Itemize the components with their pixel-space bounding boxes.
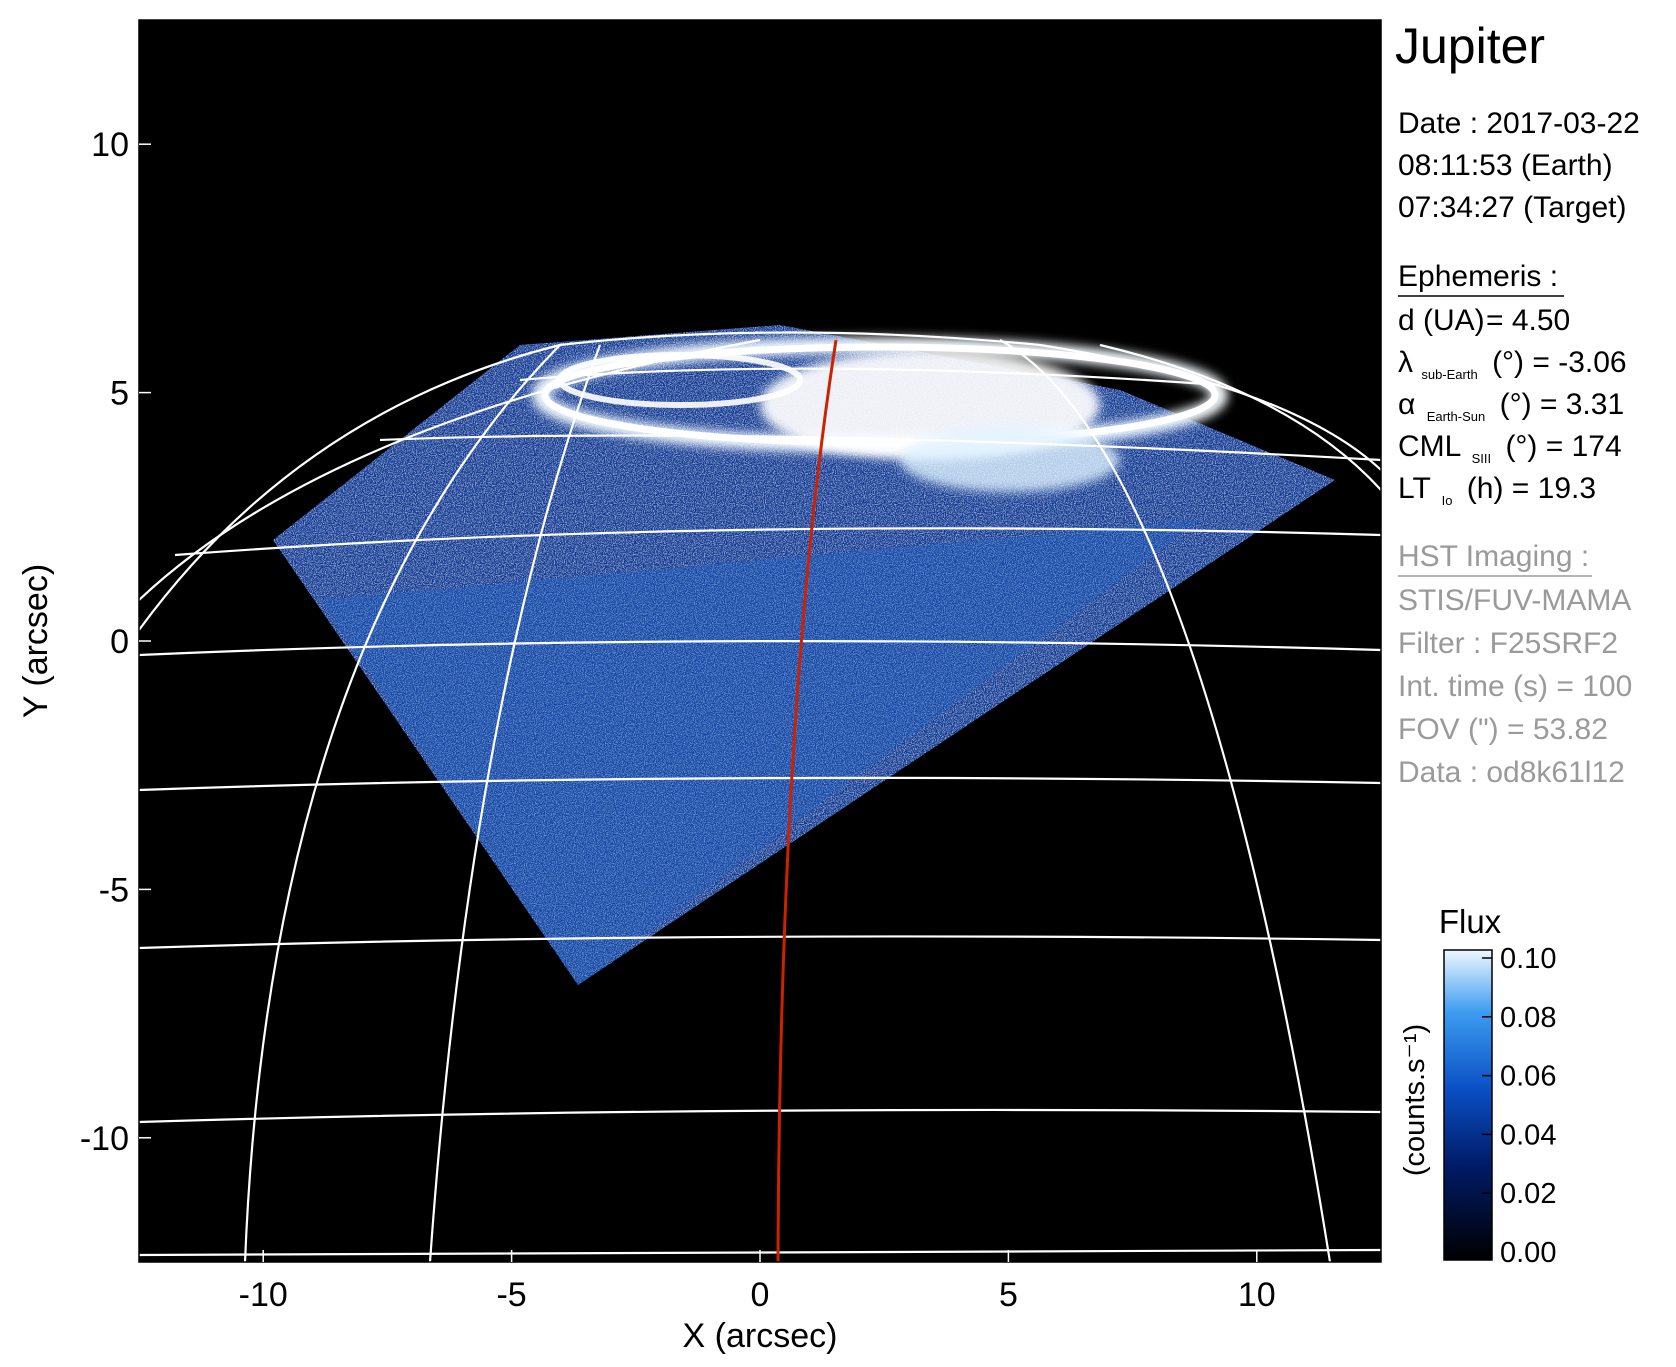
distance-value: = 4.50 xyxy=(1486,304,1570,337)
alpha-row: α Earth-Sun (°) = 3.31 xyxy=(1398,388,1624,428)
x-tick-label: 10 xyxy=(1238,1276,1276,1314)
data-id: Data : od8k61l12 xyxy=(1398,756,1625,789)
alpha-symbol: α xyxy=(1398,388,1415,421)
colorbar-tick-label: 0.08 xyxy=(1500,1002,1556,1034)
y-tick-label: 5 xyxy=(110,375,129,413)
central-meridian xyxy=(776,339,838,1262)
earth-time: 08:11:53 (Earth) xyxy=(1398,149,1613,182)
x-axis-ticks: -10 -5 0 5 10 xyxy=(239,1250,1276,1314)
distance-label: d (UA) xyxy=(1398,304,1485,337)
parallel-3 xyxy=(174,527,1381,557)
planet-grid xyxy=(139,331,1381,1262)
lambda-value: (°) = -3.06 xyxy=(1492,346,1627,379)
auroral-left-arc xyxy=(557,352,803,408)
parallel-4 xyxy=(139,640,1381,657)
footprint-lower-haze xyxy=(320,520,1200,985)
colorbar-tick-label: 0.10 xyxy=(1500,943,1556,975)
hst-heading: HST Imaging : xyxy=(1398,540,1589,573)
instrument: STIS/FUV-MAMA xyxy=(1398,584,1631,617)
cml-label: CML xyxy=(1398,430,1461,463)
meridian-2 xyxy=(243,344,561,1262)
parallel-5 xyxy=(139,776,1381,792)
lt-row: LT Io (h) = 19.3 xyxy=(1398,472,1596,512)
parallel-2 xyxy=(379,434,1381,462)
x-tick-label: -5 xyxy=(496,1276,526,1314)
limb xyxy=(139,331,1381,631)
cml-value: (°) = 174 xyxy=(1505,430,1621,463)
y-tick-label: 10 xyxy=(91,126,129,164)
meridian-3 xyxy=(428,344,602,1262)
meridian-5 xyxy=(1099,343,1381,491)
alpha-value: (°) = 3.31 xyxy=(1500,388,1625,421)
distance-row: d (UA) = 4.50 xyxy=(1398,304,1570,337)
lt-label: LT xyxy=(1398,472,1430,505)
colorbar-tick-label: 0.04 xyxy=(1500,1119,1556,1151)
y-tick-label: -5 xyxy=(99,871,129,909)
chart-title: Jupiter xyxy=(1395,18,1545,74)
cml-sub: SIII xyxy=(1472,451,1492,466)
target-time: 07:34:27 (Target) xyxy=(1398,191,1626,224)
fov: FOV (") = 53.82 xyxy=(1398,713,1608,746)
parallel-6 xyxy=(139,935,1381,950)
int-time: Int. time (s) = 100 xyxy=(1398,670,1632,703)
parallel-7 xyxy=(139,1108,1381,1124)
meridian-1 xyxy=(139,338,761,601)
date-line: Date : 2017-03-22 xyxy=(1398,107,1640,140)
lambda-row: λ sub-Earth (°) = -3.06 xyxy=(1398,346,1627,386)
ephemeris-heading: Ephemeris : xyxy=(1398,260,1558,293)
x-tick-label: -10 xyxy=(239,1276,288,1314)
lt-value: (h) = 19.3 xyxy=(1467,472,1596,505)
colorbar-label: (counts.s⁻¹) xyxy=(1399,1024,1431,1176)
meridian-4 xyxy=(999,339,1332,1262)
y-tick-label: 0 xyxy=(110,623,129,661)
cml-row: CML SIII (°) = 174 xyxy=(1398,430,1622,470)
lambda-sub: sub-Earth xyxy=(1421,367,1477,382)
colorbar xyxy=(1443,949,1493,1261)
x-tick-label: 5 xyxy=(999,1276,1018,1314)
y-tick-label: -10 xyxy=(80,1120,129,1158)
y-axis-ticks: -10 -5 0 5 10 xyxy=(80,126,151,1158)
alpha-sub: Earth-Sun xyxy=(1427,409,1486,424)
x-tick-label: 0 xyxy=(751,1276,770,1314)
x-axis-label: X (arcsec) xyxy=(683,1317,838,1355)
colorbar-tick-label: 0.06 xyxy=(1500,1061,1556,1093)
y-axis-label: Y (arcsec) xyxy=(17,564,55,718)
colorbar-tick-label: 0.00 xyxy=(1500,1237,1556,1269)
auroral-inner-patch xyxy=(900,428,1120,492)
lambda-symbol: λ xyxy=(1398,346,1413,379)
colorbar-title: Flux xyxy=(1439,903,1502,940)
colorbar-tick-label: 0.02 xyxy=(1500,1178,1556,1210)
observation-footprint xyxy=(273,325,1335,985)
colorbar-ticks: 0.10 0.08 0.06 0.04 0.02 0.00 xyxy=(1482,943,1556,1269)
filter: Filter : F25SRF2 xyxy=(1398,627,1618,660)
lt-sub: Io xyxy=(1442,493,1453,508)
